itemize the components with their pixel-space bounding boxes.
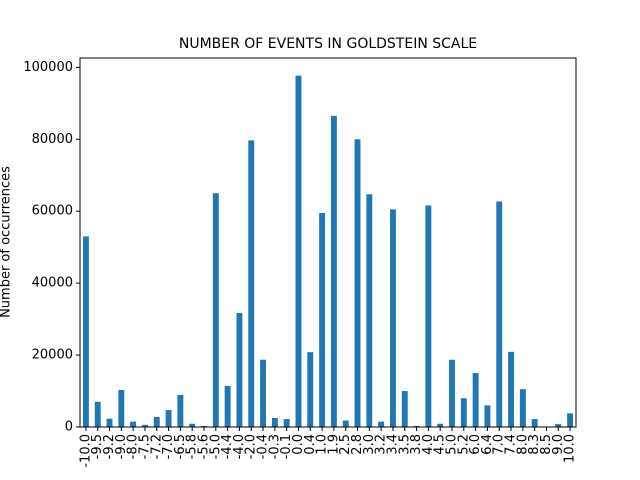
bar bbox=[460, 398, 467, 427]
x-tick-label: -9.0 bbox=[114, 434, 129, 459]
x-tick-label: 2.8 bbox=[350, 434, 365, 455]
bar bbox=[378, 421, 385, 427]
y-tick-label: 100000 bbox=[23, 60, 73, 75]
x-tick-label: 6.4 bbox=[480, 434, 495, 455]
bar bbox=[449, 359, 455, 427]
x-tick-label: -7.2 bbox=[149, 434, 164, 459]
bar bbox=[130, 421, 137, 427]
bar bbox=[425, 205, 432, 427]
x-tick-label: -7.0 bbox=[161, 434, 176, 459]
x-tick-label: -4.4 bbox=[220, 434, 235, 459]
bar bbox=[307, 352, 314, 427]
bar bbox=[177, 394, 184, 427]
bar bbox=[413, 425, 420, 427]
x-tick-label: 3.4 bbox=[385, 434, 400, 455]
bar bbox=[153, 416, 160, 427]
x-tick-label: -7.5 bbox=[137, 434, 152, 459]
x-tick-label: 3.8 bbox=[409, 434, 424, 455]
bar bbox=[496, 201, 503, 427]
bar bbox=[201, 425, 207, 427]
bar bbox=[212, 193, 219, 427]
x-tick-label: -5.8 bbox=[185, 434, 200, 459]
bar bbox=[330, 115, 337, 428]
x-tick-label: -9.5 bbox=[90, 434, 105, 459]
x-tick-label: 8.0 bbox=[515, 434, 530, 455]
bar bbox=[401, 391, 408, 427]
bar bbox=[342, 420, 349, 427]
bar bbox=[555, 424, 562, 427]
x-tick-label: 1.9 bbox=[326, 434, 341, 455]
bar bbox=[437, 423, 444, 427]
x-tick-label: 4.5 bbox=[433, 434, 448, 455]
bar bbox=[366, 194, 373, 427]
x-tick-label: 3.5 bbox=[397, 434, 412, 455]
bar bbox=[390, 209, 396, 427]
x-tick-label: -0.3 bbox=[267, 434, 282, 459]
x-tick-label: 0.0 bbox=[291, 434, 306, 455]
x-tick-label: 4.0 bbox=[421, 434, 436, 455]
x-tick-label: -5.6 bbox=[197, 434, 212, 459]
bar bbox=[189, 423, 196, 427]
x-tick-label: 3.0 bbox=[362, 434, 377, 455]
x-tick-label: 2.5 bbox=[338, 434, 353, 455]
y-tick-label: 20000 bbox=[32, 348, 73, 363]
bar bbox=[165, 410, 172, 427]
bar bbox=[319, 213, 326, 427]
x-tick-label: 7.4 bbox=[504, 434, 519, 455]
bar bbox=[236, 312, 243, 427]
x-tick-label: 8.3 bbox=[527, 434, 542, 455]
bar bbox=[106, 418, 113, 427]
x-tick-label: -8.0 bbox=[126, 434, 141, 459]
bar bbox=[271, 418, 278, 427]
bar bbox=[224, 386, 231, 427]
x-tick-label: -10.0 bbox=[78, 434, 93, 468]
x-tick-label: -5.0 bbox=[208, 434, 223, 459]
x-tick-label: 5.0 bbox=[445, 434, 460, 455]
x-tick-label: -6.5 bbox=[173, 434, 188, 459]
x-tick-label: 0.4 bbox=[303, 434, 318, 455]
x-tick-label: 7.0 bbox=[492, 434, 507, 455]
x-tick-label: -0.4 bbox=[256, 434, 271, 459]
bar bbox=[283, 419, 290, 427]
x-tick-label: 10.0 bbox=[563, 434, 578, 463]
x-tick-label: -0.1 bbox=[279, 434, 294, 459]
bar bbox=[248, 140, 255, 427]
y-tick-label: 0 bbox=[65, 420, 73, 435]
x-tick-label: -2.0 bbox=[244, 434, 259, 459]
y-tick-label: 80000 bbox=[32, 132, 73, 147]
x-tick-label: 1.0 bbox=[315, 434, 330, 455]
x-tick-label: 8.5 bbox=[539, 434, 554, 455]
x-tick-label: -4.0 bbox=[232, 434, 247, 459]
y-axis-label: Number of occurrences bbox=[0, 166, 14, 318]
bar bbox=[508, 351, 514, 427]
bar bbox=[82, 236, 89, 427]
bar bbox=[260, 359, 266, 427]
y-tick-label: 40000 bbox=[32, 276, 73, 291]
bar bbox=[567, 413, 574, 427]
x-tick-label: 3.2 bbox=[374, 434, 389, 455]
bar bbox=[472, 373, 479, 427]
bar bbox=[142, 424, 148, 427]
bar bbox=[519, 389, 526, 427]
bar bbox=[118, 389, 125, 427]
plot-frame bbox=[79, 57, 577, 428]
bar bbox=[94, 401, 101, 427]
x-tick-label: 5.2 bbox=[456, 434, 471, 455]
x-tick-label: -9.2 bbox=[102, 434, 117, 459]
x-tick-label: 6.0 bbox=[468, 434, 483, 455]
bar bbox=[484, 405, 491, 427]
bar bbox=[531, 419, 538, 427]
bar bbox=[295, 75, 302, 428]
y-tick-label: 60000 bbox=[32, 204, 73, 219]
bar bbox=[354, 139, 361, 427]
chart-title: NUMBER OF EVENTS IN GOLDSTEIN SCALE bbox=[179, 36, 477, 52]
x-tick-label: 9.0 bbox=[551, 434, 566, 455]
